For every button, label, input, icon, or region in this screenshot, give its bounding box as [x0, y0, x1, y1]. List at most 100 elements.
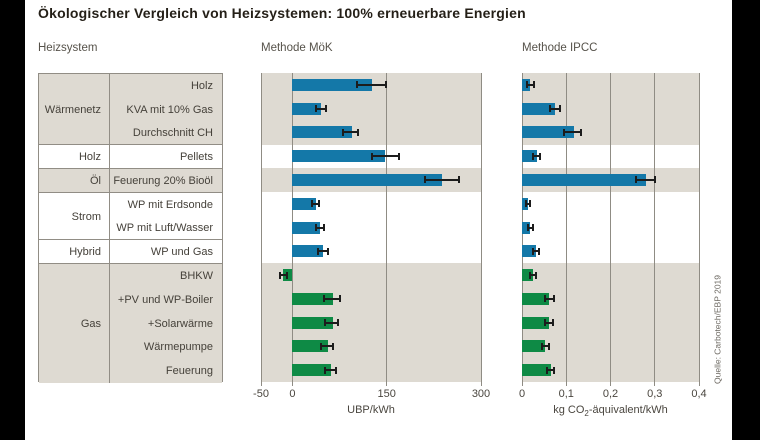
error-bar-cap-low — [531, 247, 534, 255]
table-row-label: Wärmepumpe — [143, 341, 213, 354]
x-axis-tick-label: 150 — [377, 388, 396, 400]
error-bar-cap-high — [326, 247, 329, 255]
error-bar-cap-high — [323, 224, 326, 231]
table-row-label: KVA mit 10% Gas — [126, 103, 213, 116]
error-bar-cap-high — [398, 152, 401, 160]
page-title: Ökologischer Vergleich von Heizsystemen:… — [38, 5, 526, 21]
gridline — [260, 73, 262, 382]
bar-wp-mit-erdsonde — [292, 197, 316, 210]
table-row-label: +PV und WP-Boiler — [117, 293, 213, 306]
error-bar-cap-low — [526, 224, 529, 231]
group-rows: Pellets — [109, 145, 222, 170]
x-axis-tick-label: 0,1 — [558, 388, 574, 400]
bar-kva-mit-10-gas — [292, 102, 322, 115]
gridline — [654, 73, 656, 382]
gridline — [386, 73, 388, 382]
error-bar-cap-low — [424, 176, 427, 184]
bar--pv-und-wp-boiler — [522, 292, 549, 305]
table-row-label: Durchschnitt CH — [132, 127, 213, 140]
error-bar — [533, 155, 540, 158]
x-axis-tick — [654, 382, 656, 386]
group-rows: Holz KVA mit 10% Gas Durchschnitt CH — [109, 74, 222, 146]
x-axis-tick — [480, 382, 482, 386]
table-group: Hybrid WP und Gas — [39, 239, 222, 265]
error-bar — [311, 202, 320, 205]
error-bar — [320, 345, 333, 348]
error-bar — [317, 250, 328, 253]
column-header-methode-ipcc: Methode IPCC — [522, 42, 598, 54]
error-bar-cap-high — [318, 200, 321, 208]
x-axis-title-ipcc-sub: 2 — [584, 409, 589, 419]
group-label: Öl — [90, 174, 101, 187]
error-bar-cap-high — [337, 319, 340, 327]
error-bar — [525, 202, 531, 205]
error-bar — [325, 321, 339, 324]
table-group: Wärmenetz Holz KVA mit 10% Gas Durchschnitt… — [39, 74, 222, 146]
chart-ipcc-plot: 0 0,1 0,2 0,3 0,4 — [519, 73, 707, 400]
error-bar-cap-high — [285, 271, 288, 279]
column-header-heizsystem: Heizsystem — [38, 42, 98, 54]
error-bar — [356, 83, 387, 86]
group-label: Gas — [80, 317, 101, 330]
error-bar-cap-low — [528, 271, 531, 279]
bar-durchschnitt-ch — [522, 126, 574, 139]
table-row-label: Feuerung 20% Bioöl — [113, 174, 213, 187]
error-bar-cap-low — [355, 81, 358, 89]
x-axis-tick — [260, 382, 262, 386]
error-bar — [532, 250, 539, 253]
group-label: Holz — [78, 151, 101, 164]
table-row-label: WP mit Erdsonde — [127, 198, 213, 211]
error-bar-cap-high — [385, 81, 388, 89]
x-axis-tick-label: 300 — [471, 388, 491, 400]
bar--solarw-rme — [522, 316, 549, 329]
error-bar-cap-high — [553, 366, 556, 374]
error-bar — [315, 107, 327, 110]
table-row-label: +Solarwärme — [147, 317, 213, 330]
table-row-label: Pellets — [179, 151, 213, 164]
error-bar-cap-high — [532, 224, 535, 231]
error-bar-cap-low — [548, 105, 551, 113]
error-bar-cap-high — [458, 176, 460, 184]
bar-w-rmepumpe — [292, 340, 328, 353]
error-bar — [549, 107, 560, 110]
source-credit: Quelle: Carbotech/EBP 2019 — [712, 275, 723, 384]
x-axis-tick-label: 0,2 — [602, 388, 619, 400]
table-group: Strom WP mit Erdsonde WP mit Luft/Wasser — [39, 191, 222, 241]
error-bar-cap-high — [325, 105, 328, 113]
bar--solarw-rme — [292, 316, 333, 329]
error-bar-cap-high — [338, 295, 341, 303]
error-bar — [529, 274, 537, 277]
bar-wp-mit-luft-wasser — [522, 221, 531, 234]
row-stripe — [261, 263, 481, 288]
x-axis-tick-label: 0,3 — [647, 388, 663, 400]
error-bar-cap-low — [341, 128, 344, 136]
bar-feuerung — [522, 364, 551, 377]
x-axis-tick — [610, 382, 611, 386]
bar-pellets — [292, 150, 385, 163]
error-bar-cap-low — [563, 128, 566, 136]
x-axis-tick — [291, 382, 293, 386]
error-bar-cap-low — [524, 200, 527, 208]
error-bar — [315, 226, 325, 229]
gridline — [698, 73, 700, 382]
error-bar — [527, 83, 535, 86]
bar-holz — [292, 78, 372, 91]
gridline — [565, 73, 567, 382]
error-bar-cap-high — [558, 105, 561, 113]
table-row-label: Feuerung — [165, 365, 213, 378]
error-bar-cap-low — [324, 319, 327, 327]
group-label: Strom — [71, 210, 101, 223]
error-bar-cap-low — [526, 81, 529, 89]
x-axis-tick — [698, 382, 700, 386]
bar-feuerung-20-bio-l — [292, 173, 443, 186]
bar-feuerung-20-bio-l — [522, 173, 646, 186]
bar-holz — [522, 78, 530, 91]
error-bar-cap-high — [580, 128, 583, 136]
bar-durchschnitt-ch — [292, 126, 352, 139]
table-row-label: BHKW — [180, 270, 213, 283]
bar-wp-mit-luft-wasser — [292, 221, 321, 234]
x-axis-tick-label: 0 — [518, 388, 526, 400]
error-bar-cap-high — [548, 342, 551, 350]
x-axis-tick — [386, 382, 388, 386]
